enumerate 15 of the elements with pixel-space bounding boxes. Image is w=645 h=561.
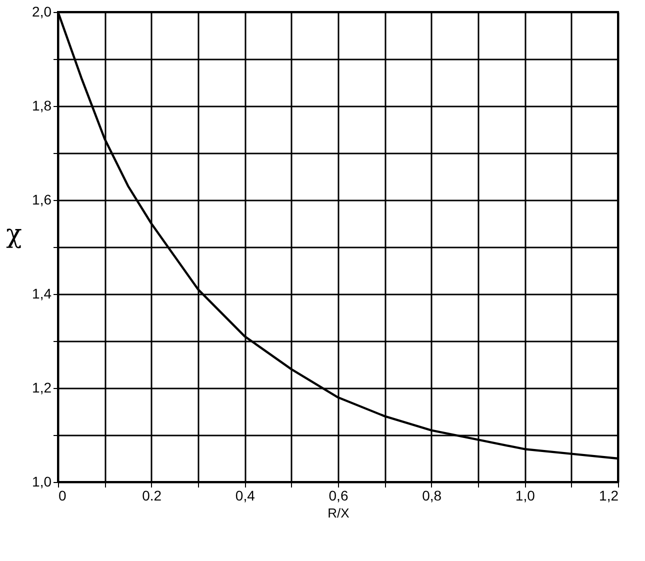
y-tick-label: 1,0 bbox=[32, 474, 52, 490]
x-tick-label: 1,0 bbox=[515, 488, 536, 504]
y-tick-label: 1,4 bbox=[32, 286, 52, 302]
x-tick-label: 0,8 bbox=[422, 488, 442, 504]
x-tick-label: 1,2 bbox=[599, 488, 619, 504]
y-tick-label: 1,6 bbox=[32, 192, 52, 208]
y-axis-title: χ bbox=[6, 220, 22, 250]
x-axis-title: R/X bbox=[328, 506, 350, 520]
x-tick-label: 0,6 bbox=[328, 488, 348, 504]
y-tick-label: 1,8 bbox=[32, 98, 52, 114]
x-tick-label: 0.2 bbox=[142, 488, 162, 504]
y-tick-label: 2,0 bbox=[32, 4, 52, 20]
x-tick-label: 0 bbox=[58, 488, 66, 504]
y-tick-label: 1,2 bbox=[32, 380, 52, 396]
x-tick-label: 0,4 bbox=[235, 488, 256, 504]
